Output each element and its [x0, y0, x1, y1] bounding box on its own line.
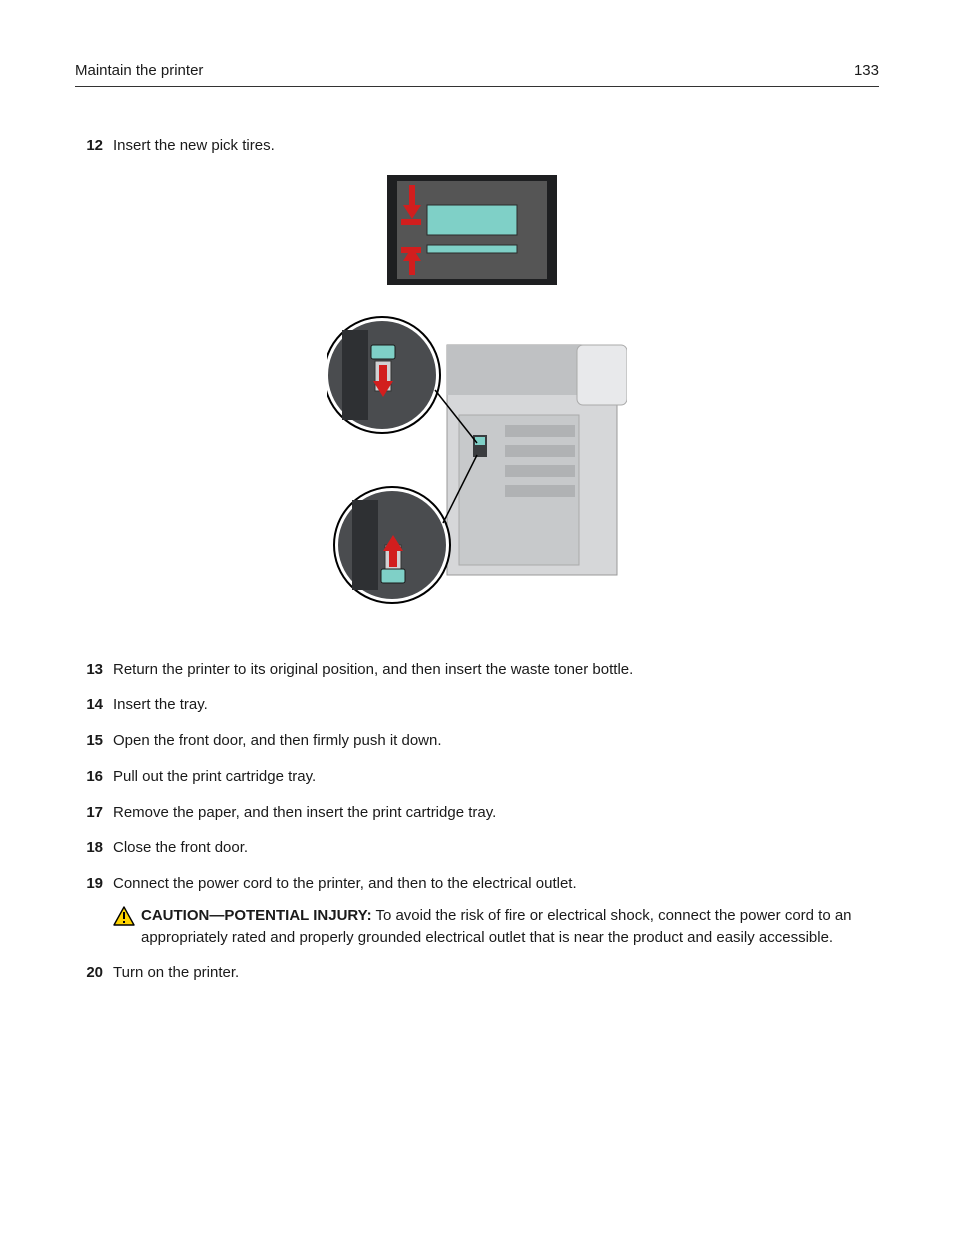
- step-body: Insert the new pick tires.: [113, 135, 879, 157]
- header-title: Maintain the printer: [75, 60, 203, 82]
- caution-icon: [113, 906, 135, 933]
- step-number: 12: [75, 135, 103, 157]
- step-body: Connect the power cord to the printer, a…: [113, 873, 879, 948]
- step-text: Return the printer to its original posit…: [113, 661, 633, 678]
- pick-tire-figure: [327, 175, 627, 635]
- caution-label: CAUTION—POTENTIAL INJURY:: [141, 907, 372, 924]
- step-text: Pull out the print cartridge tray.: [113, 768, 316, 785]
- step-20: 20 Turn on the printer.: [75, 962, 879, 984]
- step-16: 16 Pull out the print cartridge tray.: [75, 766, 879, 788]
- step-number: 14: [75, 694, 103, 716]
- step-number: 19: [75, 873, 103, 948]
- step-text: Turn on the printer.: [113, 964, 239, 981]
- step-number: 20: [75, 962, 103, 984]
- step-18: 18 Close the front door.: [75, 837, 879, 859]
- step-12: 12 Insert the new pick tires.: [75, 135, 879, 157]
- step-number: 18: [75, 837, 103, 859]
- step-number: 13: [75, 659, 103, 681]
- step-17: 17 Remove the paper, and then insert the…: [75, 802, 879, 824]
- caution-text-wrap: CAUTION—POTENTIAL INJURY: To avoid the r…: [141, 905, 879, 949]
- instruction-list: 12 Insert the new pick tires.: [75, 135, 879, 984]
- step-14: 14 Insert the tray.: [75, 694, 879, 716]
- step-text: Insert the new pick tires.: [113, 137, 275, 154]
- step-text: Insert the tray.: [113, 696, 208, 713]
- step-number: 17: [75, 802, 103, 824]
- step-number: 15: [75, 730, 103, 752]
- step-text: Remove the paper, and then insert the pr…: [113, 804, 496, 821]
- figure-container: [75, 175, 879, 635]
- caution-box: CAUTION—POTENTIAL INJURY: To avoid the r…: [113, 905, 879, 949]
- step-text: Close the front door.: [113, 839, 248, 856]
- header-page-number: 133: [854, 60, 879, 82]
- step-number: 16: [75, 766, 103, 788]
- step-15: 15 Open the front door, and then firmly …: [75, 730, 879, 752]
- step-13: 13 Return the printer to its original po…: [75, 659, 879, 681]
- step-text: Connect the power cord to the printer, a…: [113, 875, 577, 892]
- step-text: Open the front door, and then firmly pus…: [113, 732, 442, 749]
- page-header: Maintain the printer 133: [75, 60, 879, 87]
- step-19: 19 Connect the power cord to the printer…: [75, 873, 879, 948]
